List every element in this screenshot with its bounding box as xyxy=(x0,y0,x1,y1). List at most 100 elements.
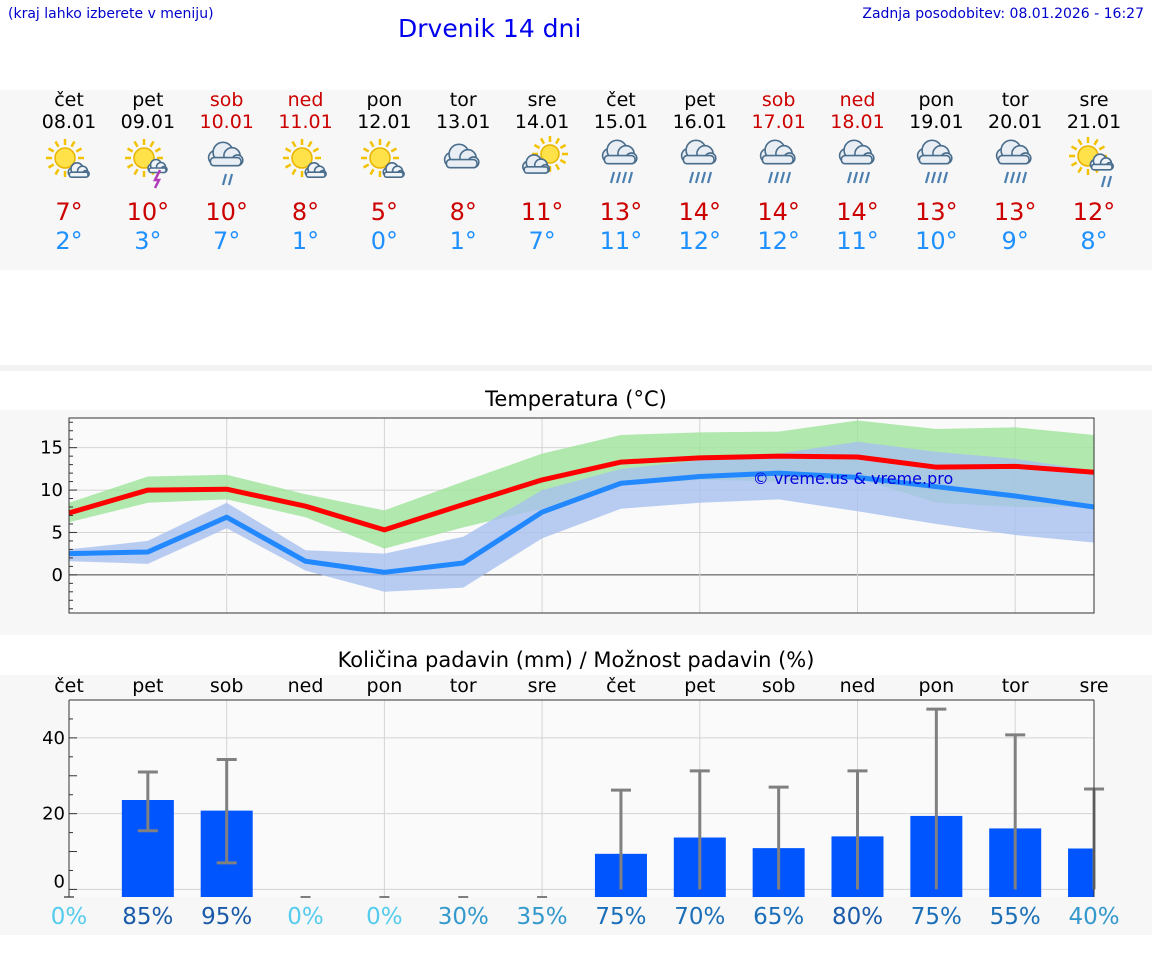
day-name: pet xyxy=(132,89,164,111)
precipitation-probability: 85% xyxy=(122,904,174,930)
rain-drop xyxy=(773,171,779,184)
cloud-outline xyxy=(1090,163,1113,171)
cloud-shape xyxy=(601,139,638,165)
rain-drop xyxy=(609,171,615,184)
cloud-outline xyxy=(603,154,636,165)
rain-drop xyxy=(688,171,694,184)
day-date: 11.01 xyxy=(278,111,333,133)
sun-ray xyxy=(47,163,55,169)
sun-ray xyxy=(149,140,155,148)
temperature-chart-title: Temperatura (°C) xyxy=(485,387,667,411)
precipitation-probability: 70% xyxy=(674,904,726,930)
temp-min: 1° xyxy=(449,227,477,255)
forecast-band xyxy=(0,90,1152,270)
temp-min: 7° xyxy=(528,227,556,255)
weather-icon xyxy=(124,139,168,189)
sun-ray xyxy=(391,147,398,153)
y-tick-label: 0 xyxy=(52,565,63,586)
sun-ray xyxy=(1077,166,1083,174)
temp-min: 8° xyxy=(1080,227,1108,255)
precipitation-day-label: pon xyxy=(918,675,955,697)
precipitation-bar xyxy=(1068,848,1094,897)
precipitation-probability: 30% xyxy=(437,904,489,930)
temp-max: 5° xyxy=(370,198,399,226)
rain-drop xyxy=(767,171,773,184)
day-name: sre xyxy=(527,89,557,111)
cloud-base xyxy=(762,155,793,164)
sun-rain-icon xyxy=(1069,137,1115,188)
precipitation-day-label: ned xyxy=(287,675,324,697)
cloud-shape xyxy=(444,143,480,169)
cloud-outline xyxy=(918,154,952,165)
cloud-shape xyxy=(207,141,244,167)
precipitation-probability: 0% xyxy=(366,904,403,930)
precipitation-day-label: sre xyxy=(527,675,557,697)
cloud-shape xyxy=(147,158,168,174)
cloud-base xyxy=(998,155,1030,164)
temp-max: 13° xyxy=(599,198,643,226)
rain-drop xyxy=(1022,171,1028,184)
cloud-base xyxy=(305,172,325,178)
precipitation-probability: 80% xyxy=(831,904,884,930)
day-date: 21.01 xyxy=(1066,111,1122,133)
weather-icon xyxy=(361,139,406,178)
temp-min: 11° xyxy=(836,227,879,255)
sun-ray xyxy=(312,147,319,153)
temp-min: 12° xyxy=(678,227,722,255)
cloud-outline xyxy=(997,154,1030,165)
weather-icon xyxy=(522,136,569,174)
precipitation-day-label: pet xyxy=(684,675,716,697)
precipitation-probability: 55% xyxy=(989,904,1041,930)
cloud-base xyxy=(683,155,714,164)
day-date: 09.01 xyxy=(120,111,176,133)
temp-max: 11° xyxy=(520,198,564,226)
precipitation-day-label: čet xyxy=(54,675,84,697)
page-title: Drvenik 14 dni xyxy=(398,14,582,43)
day-date: 18.01 xyxy=(830,111,885,133)
sun-ray xyxy=(154,147,161,153)
cloud-base xyxy=(840,155,872,164)
temp-max: 14° xyxy=(836,198,879,226)
precipitation-probability: 0% xyxy=(50,904,88,930)
temp-min: 0° xyxy=(370,227,399,255)
temp-min: 9° xyxy=(1001,227,1029,255)
rain-drop xyxy=(1010,171,1016,184)
y-tick-label: 20 xyxy=(42,804,65,825)
precipitation-day-label: pon xyxy=(366,675,403,697)
rain-drop xyxy=(785,171,791,184)
sun-ray xyxy=(290,140,297,148)
temp-min: 10° xyxy=(915,227,958,255)
cloud-icon xyxy=(444,143,480,169)
precipitation-probability: 40% xyxy=(1068,904,1120,930)
temp-max: 13° xyxy=(993,198,1037,226)
cloud-outline xyxy=(523,165,549,174)
sun-ray xyxy=(1098,145,1106,151)
watermark: © vreme.us & vreme.pro xyxy=(753,469,954,488)
rain-drop xyxy=(700,171,706,184)
day-date: 10.01 xyxy=(199,111,254,133)
precipitation-day-label: sre xyxy=(1079,675,1109,697)
temp-max: 13° xyxy=(915,198,958,226)
y-tick-label: 5 xyxy=(52,522,63,543)
rain-drop xyxy=(1004,171,1010,184)
location-hint[interactable]: (kraj lahko izberete v meniju) xyxy=(8,6,214,22)
cloud-shape xyxy=(759,139,796,165)
day-date: 12.01 xyxy=(357,111,412,133)
temperature-chart: 0 5 10 15 © vreme.us & vreme.pro xyxy=(40,417,1095,614)
day-name: tor xyxy=(1001,89,1029,111)
temp-min: 11° xyxy=(599,227,643,255)
precipitation-day-label: ned xyxy=(839,675,876,697)
cloud-outline xyxy=(840,154,873,165)
temp-min: 12° xyxy=(757,227,800,255)
sun-storm-icon xyxy=(124,139,168,189)
day-name: pon xyxy=(366,89,403,111)
rain-drop xyxy=(937,171,943,184)
rain-drop xyxy=(221,173,227,186)
precipitation-day-label: sob xyxy=(761,675,796,697)
sun-ray xyxy=(559,143,567,150)
day-name: ned xyxy=(287,89,324,111)
cloud-outline xyxy=(383,171,405,178)
precipitation-day-label: tor xyxy=(449,675,477,697)
rain-drop xyxy=(943,171,949,184)
day-date: 14.01 xyxy=(514,111,570,133)
